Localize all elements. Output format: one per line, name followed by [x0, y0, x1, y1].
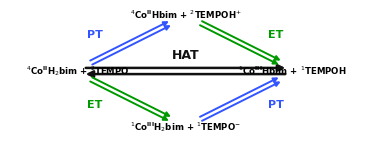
- Text: $^{1}$Co$^{\mathbf{III}}$H$_2$bim + $^{1}$TEMPO$^{-}$: $^{1}$Co$^{\mathbf{III}}$H$_2$bim + $^{1…: [130, 120, 241, 134]
- Text: ET: ET: [268, 30, 284, 40]
- Text: $^{4}$Co$^{\mathbf{II}}$Hbim + $^{2}$TEMPOH$^{+}$: $^{4}$Co$^{\mathbf{II}}$Hbim + $^{2}$TEM…: [129, 9, 242, 21]
- Text: ET: ET: [87, 100, 103, 110]
- Text: $^{4}$Co$^{\mathbf{II}}$H$_2$bim + $^{2}$TEMPO: $^{4}$Co$^{\mathbf{II}}$H$_2$bim + $^{2}…: [26, 64, 130, 78]
- Text: HAT: HAT: [172, 49, 199, 62]
- Text: PT: PT: [87, 30, 103, 40]
- Text: $^{1}$Co$^{\mathbf{III}}$Hbim + $^{1}$TEMPOH: $^{1}$Co$^{\mathbf{III}}$Hbim + $^{1}$TE…: [238, 65, 347, 77]
- Text: PT: PT: [268, 100, 284, 110]
